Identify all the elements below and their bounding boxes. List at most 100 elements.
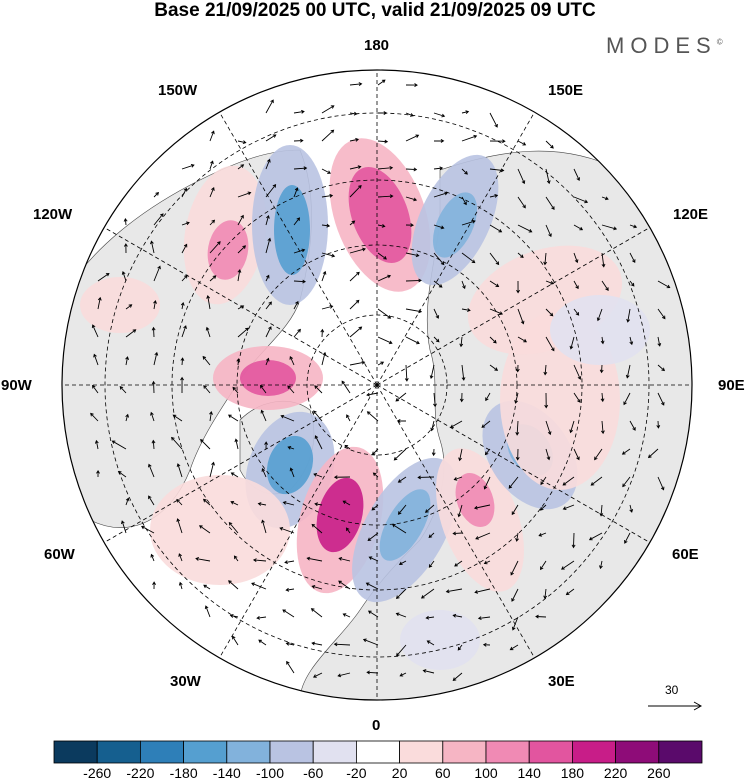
colorbar-swatch [53,740,98,764]
lat-50-circle [104,112,650,658]
lon-label-60w: 60W [44,546,75,563]
wind-arrow [195,557,211,562]
anomaly-blob [348,167,412,263]
wind-arrow [511,616,519,631]
wind-arrow [433,166,444,171]
wind-arrow [265,357,270,366]
wind-arrow [349,247,366,254]
wind-arrow [368,556,379,562]
wind-arrow [596,308,603,322]
wind-arrow [313,473,323,478]
wind-arrow [321,304,334,310]
meridian-line [219,112,378,386]
wind-arrow [321,351,327,366]
wind-arrow [125,356,129,366]
wind-arrow [293,109,305,114]
wind-arrow [573,224,584,231]
wind-arrow [321,193,334,198]
wind-arrow [258,639,267,646]
wind-arrow [176,463,183,478]
wind-arrow [482,642,491,647]
wind-arrow [237,269,242,282]
wind-arrow [209,241,221,254]
wind-arrow [285,641,295,646]
wind-arrow [395,612,407,618]
colorbar-swatch [528,740,573,764]
anomaly-blob [240,360,296,396]
wind-arrow [489,336,497,344]
wind-arrow [475,532,491,540]
wind-arrow [125,304,133,310]
wind-arrow [430,420,435,432]
wind-arrow [313,410,323,422]
wind-arrow [121,520,127,534]
wind-arrow [237,191,252,198]
wind-arrow [91,324,99,338]
reference-vector-label: 30 [665,683,679,697]
wind-arrow [426,640,435,646]
lon-label-150w: 150W [158,82,198,99]
wind-arrow [265,274,270,282]
wind-arrow [398,560,407,566]
wind-arrow [227,414,239,422]
colorbar-tick-label: -220 [126,765,155,781]
wind-arrow [119,386,127,394]
wind-arrow [594,448,603,461]
wind-arrow [125,497,130,506]
wind-arrow [181,163,195,170]
colorbar-tick-label: 60 [435,765,451,781]
wind-arrow [233,555,239,562]
wind-arrow [202,355,211,366]
wind-arrow [545,224,552,238]
wind-arrow [461,219,476,226]
wind-arrow [453,476,463,481]
colorbar-swatch [226,740,271,764]
wind-arrow [209,219,216,226]
wind-arrow [338,557,351,562]
wind-arrow [461,168,468,175]
wind-arrow [429,364,435,380]
wind-arrow [489,364,499,371]
wind-arrow [433,336,440,343]
wind-arrow [282,609,295,618]
wind-arrow [153,191,160,198]
wind-arrow [629,224,638,229]
wind-arrow [209,160,214,170]
wind-arrow [287,385,295,394]
chart-title: Base 21/09/2025 00 UTC, valid 21/09/2025… [154,0,596,21]
wind-arrow [517,196,526,209]
wind-arrow [433,280,443,288]
wind-arrow [289,467,295,478]
wind-arrow [477,616,491,621]
wind-arrow [264,441,269,450]
wind-arrow [349,184,362,198]
wind-arrow [366,392,379,397]
wind-arrow [428,560,435,568]
wind-arrow [209,411,213,422]
anomaly-blob [432,192,478,258]
wind-arrow [573,196,589,204]
wind-arrow [562,504,575,511]
wind-arrow [121,270,127,282]
anomaly-blob [266,435,314,495]
wind-arrow [377,194,394,199]
wind-arrow [601,196,609,201]
wind-arrow [473,504,491,510]
logo-text: MODES [606,33,717,58]
wind-arrow [657,308,666,320]
wind-arrow [425,615,435,620]
wind-arrow [433,252,445,266]
wind-arrow [571,532,576,549]
wind-arrow [489,112,498,128]
wind-arrow [517,168,526,185]
meridian-line [376,384,535,658]
wind-arrow [483,476,491,490]
colorbar-tick-label: -20 [346,765,367,781]
wind-arrow [349,326,363,338]
wind-arrow [561,560,575,570]
anomaly-blob [316,477,364,553]
wind-arrow [259,384,267,394]
wind-arrow [293,138,304,143]
wind-arrow [459,392,464,403]
wind-arrow [511,504,519,516]
